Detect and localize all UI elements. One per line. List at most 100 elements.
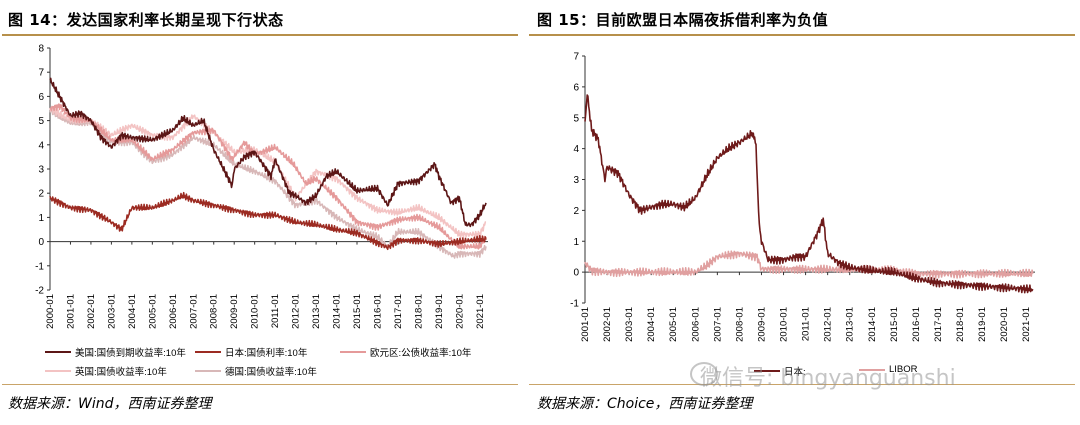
chart-title: 图 15：目前欧盟日本隔夜拆借利率为负值: [537, 11, 829, 29]
x-tick-label: 2011-01: [270, 294, 281, 328]
x-tick-label: 2020-01: [999, 307, 1010, 342]
legend-item: 欧元区:公债收益率:10年: [340, 345, 471, 359]
y-tick-label: 4: [573, 144, 579, 155]
x-tick-label: 2001-01: [65, 294, 76, 329]
source-rule: [2, 384, 518, 385]
y-tick-label: 2: [38, 189, 44, 200]
legend-label: 日本:: [784, 367, 806, 378]
series-line: [49, 107, 487, 239]
y-tick-label: 6: [38, 92, 44, 103]
x-tick-label: 2013-01: [311, 294, 322, 329]
chart-panel-1: 图 14：发达国家利率长期呈现下行状态 8 7 6 5 4 3 2 1 0 -1 -2 2000-01…: [0, 0, 523, 425]
source-rule: [529, 384, 1075, 385]
y-tick-label: 2: [573, 206, 579, 217]
y-tick-label: 4: [38, 140, 44, 151]
legend-swatch: [754, 370, 780, 372]
title-rule: [529, 34, 1075, 36]
x-tick-label: 2007-01: [712, 307, 723, 342]
legend-label: 德国:国债收益率:10年: [225, 367, 317, 378]
x-tick-label: 2010-01: [779, 307, 790, 342]
chart-title: 图 14：发达国家利率长期呈现下行状态: [8, 11, 284, 29]
y-tick-label: 5: [573, 113, 579, 124]
x-tick-label: 2002-01: [602, 307, 613, 342]
series-line: [49, 103, 487, 250]
x-tick-label: 2014-01: [867, 307, 878, 342]
x-tick-label: 2021-01: [475, 294, 486, 329]
x-tick-label: 2008-01: [209, 294, 220, 329]
y-tick-label: 7: [38, 68, 44, 79]
x-tick-label: 2021-01: [1021, 307, 1032, 342]
series-line: [49, 191, 487, 251]
x-tick-label: 2012-01: [291, 294, 302, 329]
x-tick-label: 2015-01: [352, 294, 363, 329]
source-note: 数据来源：Choice，西南证券整理: [537, 396, 753, 412]
legend-item: 英国:国债收益率:10年: [45, 364, 167, 378]
x-tick-label: 2019-01: [434, 294, 445, 329]
x-tick-label: 2007-01: [188, 294, 199, 329]
x-tick-label: 2016-01: [911, 307, 922, 342]
x-tick-label: 2003-01: [624, 307, 635, 342]
legend-item: 日本:国债利率:10年: [195, 345, 307, 359]
y-tick-label: -2: [35, 286, 44, 297]
legend-item: 美国:国债到期收益率:10年: [45, 345, 186, 359]
y-tick-label: 0: [38, 237, 44, 248]
y-tick-label: 8: [38, 44, 44, 55]
legend-label: 日本:国债利率:10年: [225, 348, 308, 359]
y-tick-label: 3: [573, 175, 579, 186]
x-tick-label: 2006-01: [168, 294, 179, 329]
source-note: 数据来源：Wind，西南证券整理: [8, 396, 212, 412]
x-tick-label: 2013-01: [845, 307, 856, 342]
x-tick-label: 2018-01: [955, 307, 966, 342]
x-tick-label: 2005-01: [147, 294, 158, 329]
x-tick-label: 2005-01: [668, 307, 679, 342]
y-tick-label: 7: [573, 52, 579, 63]
x-tick-label: 2016-01: [372, 294, 383, 329]
x-tick-label: 2000-01: [45, 294, 56, 329]
watermark-text: 微信号: bingyanguanshi: [700, 366, 956, 391]
y-tick-label: 1: [38, 213, 44, 224]
x-tick-label: 2011-01: [801, 307, 812, 341]
y-tick-label: 6: [573, 82, 579, 93]
x-tick-label: 2015-01: [889, 307, 900, 342]
series-line: [584, 250, 1034, 279]
x-tick-label: 2020-01: [454, 294, 465, 329]
legend-label: LIBOR: [889, 364, 918, 375]
legend-label: 美国:国债到期收益率:10年: [75, 348, 186, 359]
y-tick-label: 0: [573, 268, 579, 279]
series-line: [584, 94, 1034, 294]
legend-item: LIBOR: [859, 364, 918, 375]
x-tick-label: 2014-01: [332, 294, 343, 329]
x-tick-label: 2004-01: [646, 307, 657, 342]
x-tick-label: 2017-01: [393, 294, 404, 329]
wechat-icon: [690, 362, 718, 386]
x-tick-label: 2019-01: [977, 307, 988, 342]
series-line: [49, 77, 487, 228]
legend-swatch: [45, 370, 71, 372]
x-tick-label: 2010-01: [250, 294, 261, 329]
y-tick-label: 1: [573, 237, 579, 248]
x-tick-label: 2004-01: [127, 294, 138, 329]
title-rule: [2, 34, 518, 36]
y-tick-label: -1: [570, 299, 579, 310]
legend-label: 欧元区:公债收益率:10年: [370, 348, 472, 359]
x-tick-label: 2008-01: [734, 307, 745, 342]
x-tick-label: 2009-01: [229, 294, 240, 329]
y-tick-label: 5: [38, 116, 44, 127]
x-tick-label: 2012-01: [823, 307, 834, 342]
legend-swatch: [195, 370, 221, 372]
legend-item: 德国:国债收益率:10年: [195, 364, 317, 378]
x-tick-label: 2009-01: [756, 307, 767, 342]
x-tick-label: 2006-01: [690, 307, 701, 342]
legend-swatch: [45, 351, 71, 353]
legend-swatch: [195, 351, 221, 353]
x-tick-label: 2017-01: [933, 307, 944, 342]
legend-item: 日本:: [754, 364, 806, 378]
chart-panel-2: 图 15：目前欧盟日本隔夜拆借利率为负值 7 6 5 4 3 2 1 0 -1 2001-01 20…: [529, 0, 1080, 425]
x-tick-label: 2002-01: [86, 294, 97, 329]
y-tick-label: -1: [35, 261, 44, 272]
legend-label: 英国:国债收益率:10年: [75, 367, 167, 378]
x-tick-label: 2018-01: [413, 294, 424, 329]
legend-swatch: [340, 351, 366, 353]
